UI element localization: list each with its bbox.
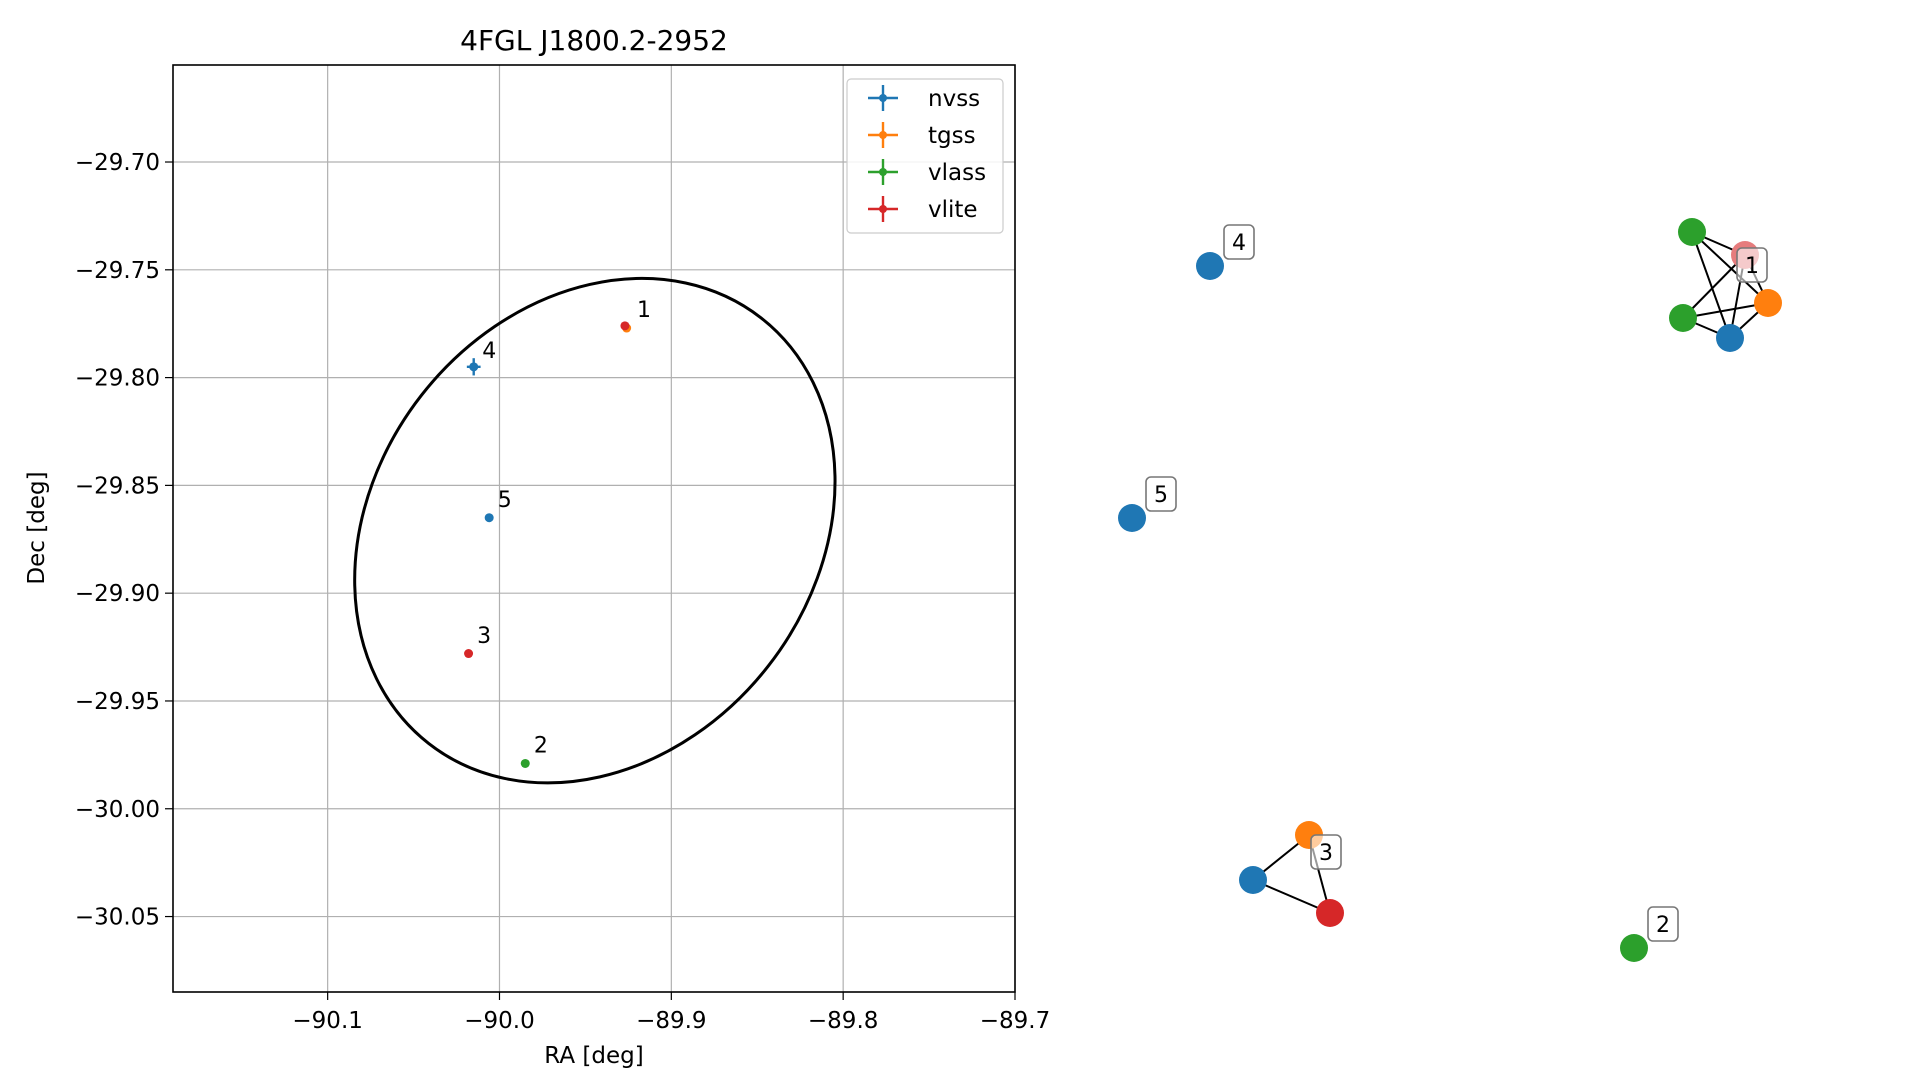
legend-entry-tgss: tgss (868, 122, 976, 149)
label-text: 2 (1656, 913, 1670, 938)
legend-marker (879, 205, 887, 213)
x-tick-label: −90.0 (464, 1008, 534, 1034)
network-graph: 1 4 5 3 2 (1118, 218, 1782, 962)
graph-edge (1682, 302, 1769, 319)
label-box (1145, 476, 1177, 512)
point-annotation: 2 (534, 734, 548, 759)
data-point-vlite (464, 649, 474, 659)
x-tick-label: −89.8 (808, 1008, 878, 1034)
x-tick-label: −90.1 (292, 1008, 362, 1034)
legend-entry-vlite: vlite (868, 196, 978, 223)
y-tick-label: −29.70 (75, 150, 160, 176)
nodes-layer (1118, 218, 1782, 962)
label-box (1310, 834, 1342, 870)
point-annotation: 4 (482, 339, 496, 364)
data-point-vlass (520, 758, 530, 768)
legend-marker (879, 94, 887, 102)
data-point-vlite (620, 321, 630, 331)
graph-node (1196, 252, 1224, 280)
graph-node (1620, 934, 1648, 962)
legend: nvss tgss vlass vlite (846, 78, 1004, 234)
y-axis-label: Dec [deg] (24, 471, 50, 584)
edges-layer (1252, 231, 1769, 914)
label-text: 3 (1319, 841, 1333, 866)
y-tick-label: −30.05 (75, 905, 160, 931)
label-text: 4 (1232, 231, 1246, 256)
graph-node (1239, 866, 1267, 894)
graph-node (1118, 504, 1146, 532)
y-tick-label: −29.85 (75, 473, 160, 499)
point-marker (520, 758, 530, 768)
legend-marker (879, 168, 887, 176)
point-marker (464, 649, 474, 659)
legend-marker (879, 131, 887, 139)
point-marker (620, 321, 630, 331)
x-axis-label: RA [deg] (544, 1043, 643, 1069)
graph-node-label: 2 (1647, 906, 1679, 942)
legend-label: tgss (928, 123, 976, 149)
graph-node-label: 1 (1736, 247, 1768, 283)
legend-entry-vlass: vlass (868, 159, 986, 186)
localization-ellipse (353, 276, 837, 785)
label-box (1223, 224, 1255, 260)
graph-node (1754, 289, 1782, 317)
y-tick-label: −29.90 (75, 581, 160, 607)
label-text: 1 (1745, 254, 1759, 279)
y-tick-label: −29.75 (75, 258, 160, 284)
label-box (1647, 906, 1679, 942)
graph-node-label: 5 (1145, 476, 1177, 512)
data-point-nvss (466, 358, 481, 376)
point-annotation: 1 (637, 298, 651, 323)
x-tick-label: −89.7 (980, 1008, 1050, 1034)
y-tick-label: −29.80 (75, 366, 160, 392)
y-tick-label: −30.00 (75, 797, 160, 823)
graph-edge (1691, 231, 1769, 304)
graph-node-label: 3 (1310, 834, 1342, 870)
label-box (1736, 247, 1768, 283)
points-layer (464, 321, 632, 768)
legend-label: nvss (928, 86, 980, 112)
graph-node (1669, 304, 1697, 332)
plot-frame (172, 64, 1016, 993)
x-tick-label: −89.9 (636, 1008, 706, 1034)
point-annotation: 5 (498, 488, 512, 513)
point-annotation: 3 (477, 624, 491, 649)
ellipse-layer (353, 276, 837, 785)
data-point-nvss (484, 513, 494, 523)
graph-node (1716, 324, 1744, 352)
graph-node (1678, 218, 1706, 246)
graph-node-label: 4 (1223, 224, 1255, 260)
label-text: 5 (1154, 483, 1168, 508)
legend-box (846, 78, 1004, 234)
graph-edge (1682, 254, 1746, 319)
graph-edge (1691, 231, 1731, 339)
chart-title: 4FGL J1800.2-2952 (460, 24, 728, 57)
legend-entry-nvss: nvss (868, 85, 980, 112)
graph-node (1316, 899, 1344, 927)
legend-label: vlite (928, 197, 978, 223)
annotations-layer: 1 2 3 4 5 (477, 298, 651, 758)
point-marker (484, 513, 494, 523)
graph-labels-layer: 1 4 5 3 2 (1145, 224, 1768, 942)
legend-label: vlass (928, 160, 986, 186)
ticks-layer: −90.1 −90.0 −89.9 −89.8 −89.7 −29.70 −29.75 −29… (75, 150, 1050, 1034)
grid-lines (173, 65, 1016, 992)
y-tick-label: −29.95 (75, 689, 160, 715)
scatter-chart: 1 2 3 4 5 −90.1 −90.0 −89.9 −89.8 −89.7 −29.70 −29… (24, 24, 1050, 1069)
point-marker (469, 362, 479, 372)
